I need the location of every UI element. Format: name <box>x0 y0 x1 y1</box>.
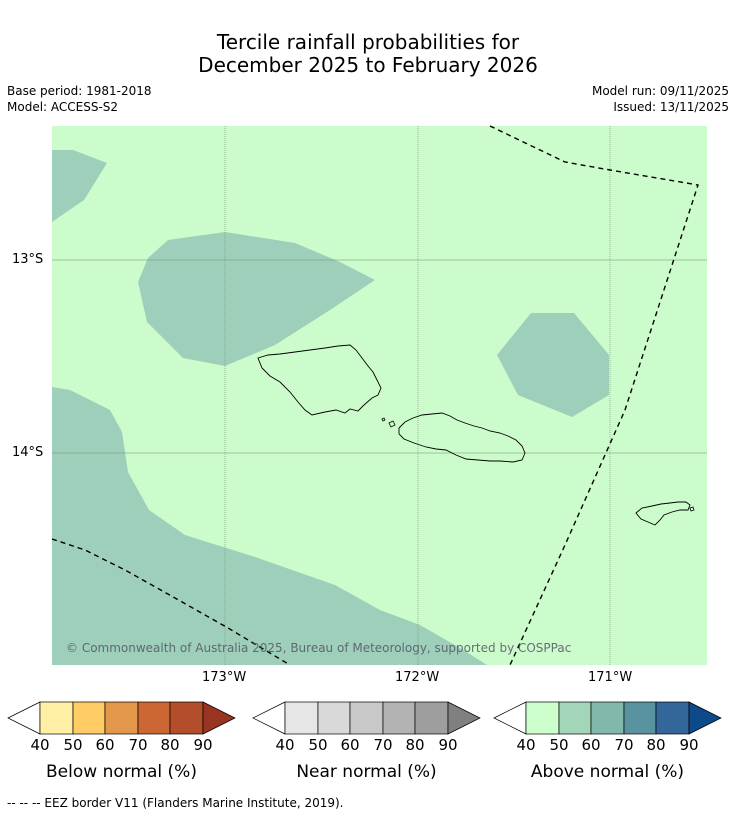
near-tick-60: 60 <box>340 736 360 754</box>
colorbar-above-over <box>688 701 722 735</box>
near-tick-80: 80 <box>405 736 425 754</box>
island-savaii <box>257 344 382 416</box>
colorbar-below-70-80 <box>137 701 171 735</box>
above-tick-40: 40 <box>516 736 536 754</box>
lon-tick-171w: 171°W <box>588 670 633 685</box>
issued-date: Issued: 13/11/2025 <box>613 100 729 114</box>
copyright-text: © Commonwealth of Australia 2025, Bureau… <box>66 641 572 655</box>
colorbar-below-over <box>202 701 236 735</box>
colorbar-above <box>493 701 722 735</box>
above-tick-90: 90 <box>679 736 699 754</box>
colorbar-above-80-90 <box>655 701 690 735</box>
colorbar-near-50-60 <box>317 701 351 735</box>
meta-left: Base period: 1981-2018 Model: ACCESS-S2 <box>7 83 152 115</box>
below-tick-80: 80 <box>160 736 180 754</box>
near-tick-90: 90 <box>438 736 458 754</box>
island-aunuu <box>689 506 695 512</box>
below-tick-40: 40 <box>30 736 50 754</box>
colorbar-below-60-70 <box>104 701 139 735</box>
colorbar-below <box>7 701 236 735</box>
colorbar-near-label: Near normal (%) <box>296 762 437 782</box>
island-apolima <box>381 417 386 422</box>
near-tick-70: 70 <box>373 736 393 754</box>
colorbar-above-under <box>493 701 527 735</box>
colorbar-near-70-80 <box>382 701 416 735</box>
colorbar-above-40-50 <box>525 701 560 735</box>
near-tick-40: 40 <box>275 736 295 754</box>
below-tick-90: 90 <box>193 736 213 754</box>
prob-patch-east <box>497 313 609 417</box>
near-tick-50: 50 <box>308 736 328 754</box>
above-tick-50: 50 <box>549 736 569 754</box>
colorbar-near-60-70 <box>349 701 384 735</box>
lat-tick-13s: 13°S <box>12 252 44 267</box>
eez-border-south <box>51 538 291 666</box>
map-title-line2: December 2025 to February 2026 <box>198 53 538 77</box>
above-tick-80: 80 <box>646 736 666 754</box>
colorbar-near-80-90 <box>414 701 449 735</box>
map-title-line1: Tercile rainfall probabilities for <box>216 30 520 54</box>
island-tutuila <box>635 501 691 526</box>
island-manono <box>388 420 396 428</box>
below-tick-50: 50 <box>63 736 83 754</box>
lon-tick-173w: 173°W <box>202 670 247 685</box>
colorbar-below-50-60 <box>72 701 106 735</box>
colorbar-below-under <box>7 701 41 735</box>
model-run: Model run: 09/11/2025 <box>591 84 729 98</box>
base-period: Base period: 1981-2018 <box>7 84 152 98</box>
prob-patch-southwest <box>52 387 487 665</box>
colorbar-above-60-70 <box>590 701 625 735</box>
island-upolu <box>398 412 526 463</box>
colorbar-below-80-90 <box>169 701 204 735</box>
below-tick-60: 60 <box>95 736 115 754</box>
model-name: Model: ACCESS-S2 <box>7 100 119 114</box>
colorbar-above-70-80 <box>623 701 657 735</box>
lon-tick-172w: 172°W <box>395 670 440 685</box>
meta-right: Model run: 09/11/2025 Issued: 13/11/2025 <box>592 83 729 115</box>
colorbar-below-label: Below normal (%) <box>46 762 197 782</box>
prob-patch-northwest <box>52 150 107 222</box>
colorbar-near-40-50 <box>284 701 319 735</box>
prob-patch-upsolu-north <box>138 232 375 366</box>
above-tick-60: 60 <box>581 736 601 754</box>
colorbar-near-under <box>252 701 286 735</box>
colorbar-above-50-60 <box>558 701 592 735</box>
colorbar-near-over <box>447 701 481 735</box>
eez-legend-footer: -- -- -- EEZ border V11 (Flanders Marine… <box>7 796 344 810</box>
colorbar-below-40-50 <box>39 701 74 735</box>
above-tick-70: 70 <box>614 736 634 754</box>
eez-border-east <box>489 125 699 666</box>
below-tick-70: 70 <box>128 736 148 754</box>
colorbar-near <box>252 701 481 735</box>
lat-tick-14s: 14°S <box>12 445 44 460</box>
colorbar-above-label: Above normal (%) <box>530 762 685 782</box>
